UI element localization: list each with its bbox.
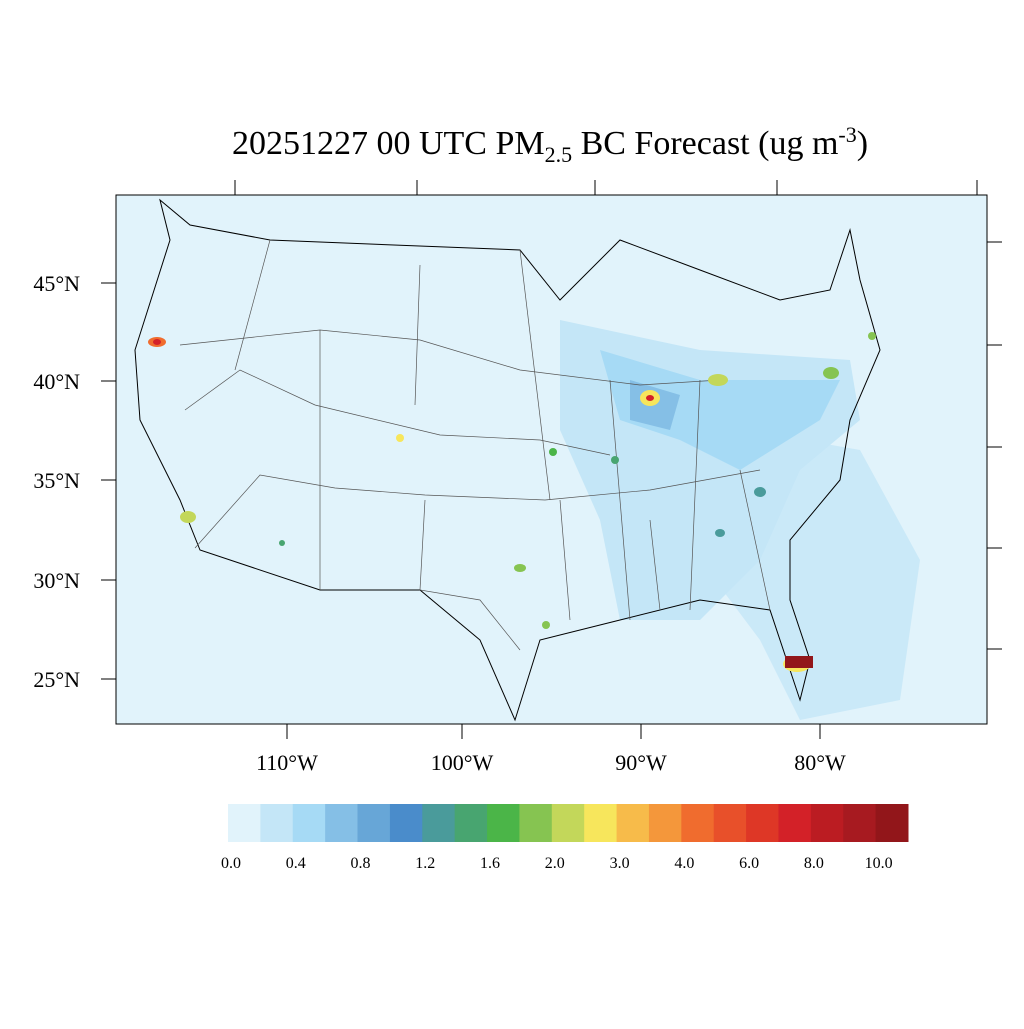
colorbar-label: 0.0 — [221, 855, 241, 872]
colorbar-swatch — [648, 804, 682, 842]
colorbar-label: 6.0 — [739, 855, 759, 872]
colorbar-label: 2.0 — [545, 855, 565, 872]
colorbar-label: 8.0 — [804, 855, 824, 872]
hotspots — [148, 332, 876, 672]
colorbar-swatch — [389, 804, 423, 842]
lon-labels: 110°W 100°W 90°W 80°W — [256, 750, 846, 775]
lat-label: 25°N — [33, 667, 80, 692]
state-borders — [179, 239, 771, 651]
lat-labels: 45°N 40°N 35°N 30°N 25°N — [33, 271, 80, 692]
colorbar-swatch — [778, 804, 812, 842]
chicago-shade — [630, 380, 680, 430]
frame-ticks — [101, 180, 1002, 739]
colorbar-swatch — [454, 804, 488, 842]
colorbar-swatch — [551, 804, 585, 842]
colorbar-swatch — [292, 804, 326, 842]
map-frame — [115, 194, 988, 725]
coastline — [134, 198, 881, 722]
title-rest: BC Forecast (ug m — [572, 125, 838, 162]
map — [101, 180, 1002, 739]
colorbar-swatch — [422, 804, 456, 842]
title-main: 20251227 00 UTC PM — [232, 125, 545, 162]
lat-label: 30°N — [33, 568, 80, 593]
colorbar-label: 0.8 — [351, 855, 371, 872]
colorbar-swatch — [228, 804, 261, 842]
colorbar: 0.0 0.4 0.8 1.2 1.6 2.0 3.0 4.0 6.0 8.0 10.0 — [221, 804, 909, 872]
lat-label: 35°N — [33, 468, 80, 493]
colorbar-swatch — [746, 804, 779, 842]
colorbar-swatch — [713, 804, 747, 842]
colorbar-swatch — [325, 804, 359, 842]
title-sub: 2.5 — [545, 142, 573, 167]
lon-label: 80°W — [794, 750, 846, 775]
colorbar-swatch — [357, 804, 391, 842]
lon-label: 100°W — [431, 750, 494, 775]
lon-label: 90°W — [615, 750, 667, 775]
colorbar-swatch — [584, 804, 618, 842]
colorbar-label: 4.0 — [674, 855, 694, 872]
title: 20251227 00 UTC PM2.5 BC Forecast (ug m-… — [232, 122, 868, 167]
title-sup: -3 — [838, 122, 856, 147]
colorbar-label: 0.4 — [286, 855, 306, 872]
colorbar-swatch — [487, 804, 520, 842]
lat-label: 45°N — [33, 271, 80, 296]
colorbar-swatch — [875, 804, 909, 842]
colorbar-label: 3.0 — [610, 855, 630, 872]
east-shade-2 — [600, 350, 840, 470]
colorbar-label: 1.6 — [480, 855, 500, 872]
colorbar-swatch — [616, 804, 650, 842]
title-end: ) — [857, 125, 868, 162]
colorbar-label: 10.0 — [865, 855, 893, 872]
colorbar-swatch — [843, 804, 877, 842]
colorbar-label: 1.2 — [415, 855, 435, 872]
colorbar-swatch — [519, 804, 553, 842]
colorbar-swatch — [681, 804, 715, 842]
lon-label: 110°W — [256, 750, 318, 775]
lat-label: 40°N — [33, 369, 80, 394]
colorbar-swatch — [810, 804, 844, 842]
colorbar-swatch — [260, 804, 294, 842]
